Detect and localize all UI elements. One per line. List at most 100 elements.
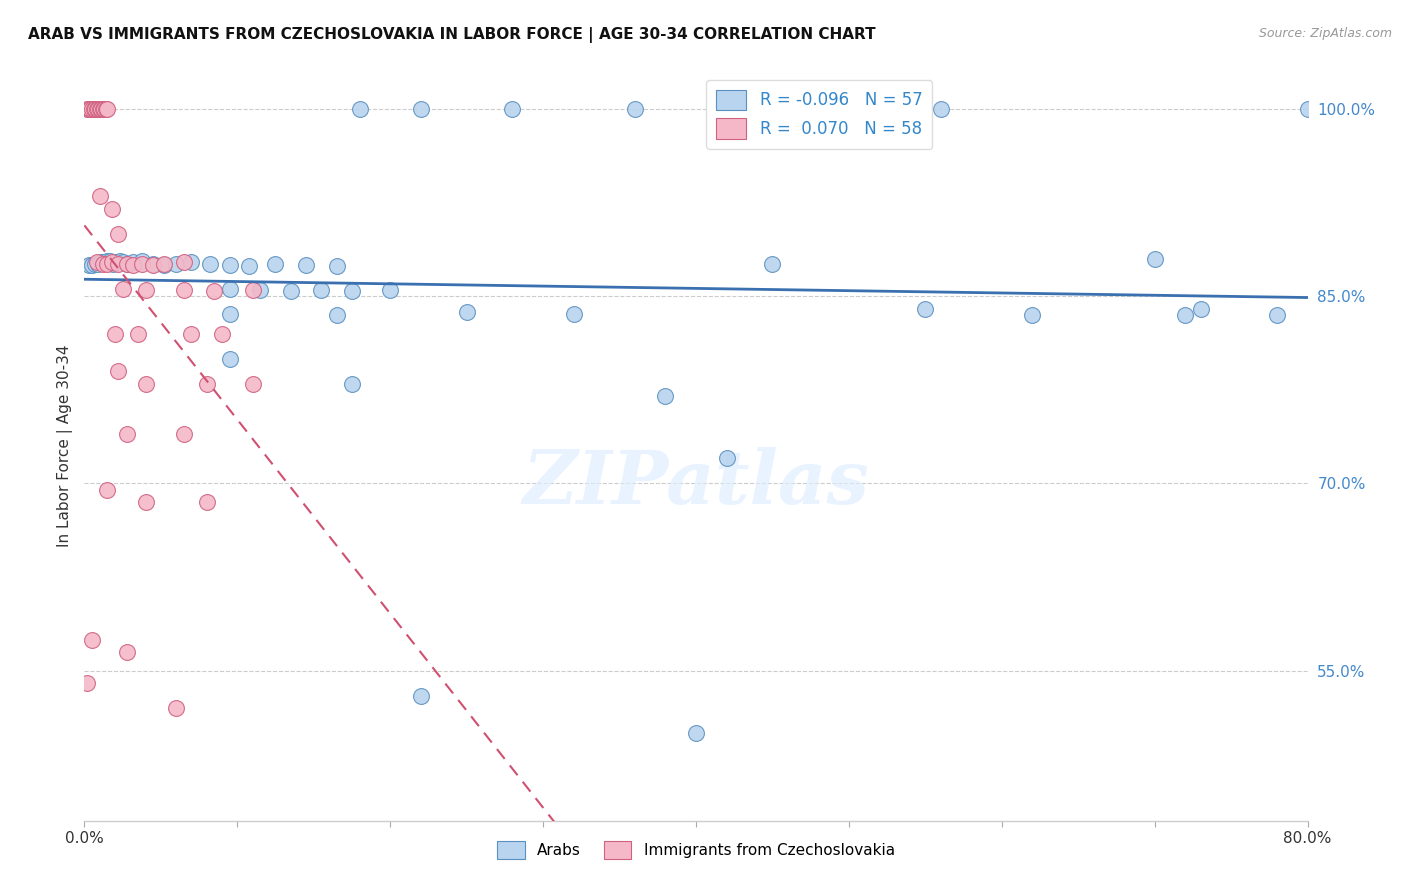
Point <box>380 283 402 297</box>
Point <box>218 282 240 296</box>
Point <box>135 283 157 297</box>
Point <box>94 102 117 116</box>
Point <box>135 495 157 509</box>
Point <box>349 102 371 116</box>
Point <box>685 726 707 740</box>
Point <box>654 389 676 403</box>
Point <box>456 305 478 319</box>
Point <box>142 257 165 271</box>
Y-axis label: In Labor Force | Age 30-34: In Labor Force | Age 30-34 <box>58 344 73 548</box>
Point <box>96 483 118 497</box>
Point <box>80 102 103 116</box>
Point <box>198 257 221 271</box>
Point <box>914 301 936 316</box>
Point <box>98 254 121 268</box>
Point <box>111 282 134 296</box>
Point <box>122 255 145 269</box>
Point <box>1296 102 1319 116</box>
Point <box>104 326 127 341</box>
Point <box>83 102 105 116</box>
Legend: Arabs, Immigrants from Czechoslovakia: Arabs, Immigrants from Czechoslovakia <box>491 835 901 865</box>
Point <box>173 283 195 297</box>
Point <box>238 259 260 273</box>
Point <box>1265 308 1288 322</box>
Point <box>264 257 287 271</box>
Point <box>761 257 783 271</box>
Point <box>76 676 98 690</box>
Point <box>101 202 124 216</box>
Point <box>295 258 318 272</box>
Point <box>325 259 347 273</box>
Point <box>103 257 125 271</box>
Point <box>101 255 124 269</box>
Point <box>122 258 145 272</box>
Text: Source: ZipAtlas.com: Source: ZipAtlas.com <box>1258 27 1392 40</box>
Point <box>195 495 218 509</box>
Point <box>325 308 347 322</box>
Point <box>87 102 110 116</box>
Point <box>311 283 333 297</box>
Point <box>84 102 107 116</box>
Point <box>76 102 98 116</box>
Point <box>96 257 118 271</box>
Point <box>115 645 138 659</box>
Point <box>93 102 115 116</box>
Point <box>242 283 264 297</box>
Point <box>115 426 138 441</box>
Point <box>93 255 115 269</box>
Point <box>107 364 129 378</box>
Point <box>1189 301 1212 316</box>
Point <box>90 255 112 269</box>
Point <box>242 376 264 391</box>
Point <box>105 255 128 269</box>
Point <box>218 307 240 321</box>
Point <box>79 102 101 116</box>
Point <box>77 102 100 116</box>
Point <box>142 258 165 272</box>
Point <box>180 326 202 341</box>
Point <box>173 255 195 269</box>
Point <box>87 257 110 271</box>
Point <box>115 257 138 271</box>
Point <box>86 102 108 116</box>
Point <box>84 257 107 271</box>
Point <box>77 258 100 272</box>
Point <box>96 254 118 268</box>
Point <box>1021 308 1043 322</box>
Point <box>90 102 112 116</box>
Point <box>716 451 738 466</box>
Point <box>562 307 585 321</box>
Point <box>624 102 647 116</box>
Point <box>131 254 153 268</box>
Point <box>340 376 363 391</box>
Point <box>280 284 302 298</box>
Point <box>127 326 149 341</box>
Text: ARAB VS IMMIGRANTS FROM CZECHOSLOVAKIA IN LABOR FORCE | AGE 30-34 CORRELATION CH: ARAB VS IMMIGRANTS FROM CZECHOSLOVAKIA I… <box>28 27 876 43</box>
Point <box>107 227 129 241</box>
Point <box>249 283 271 297</box>
Point <box>218 258 240 272</box>
Point <box>929 102 952 116</box>
Point <box>1174 308 1197 322</box>
Point <box>89 189 111 203</box>
Point <box>135 376 157 391</box>
Point <box>153 257 176 271</box>
Point <box>80 258 103 272</box>
Point <box>180 255 202 269</box>
Point <box>131 257 153 271</box>
Text: ZIPatlas: ZIPatlas <box>523 447 869 520</box>
Point <box>165 257 187 271</box>
Point <box>108 254 131 268</box>
Point <box>91 257 114 271</box>
Point <box>86 255 108 269</box>
Point <box>202 284 225 298</box>
Point <box>153 258 176 272</box>
Point <box>165 701 187 715</box>
Point <box>96 102 118 116</box>
Point <box>195 376 218 391</box>
Point <box>173 426 195 441</box>
Point <box>409 102 432 116</box>
Point <box>218 351 240 366</box>
Point <box>89 102 111 116</box>
Point <box>80 632 103 647</box>
